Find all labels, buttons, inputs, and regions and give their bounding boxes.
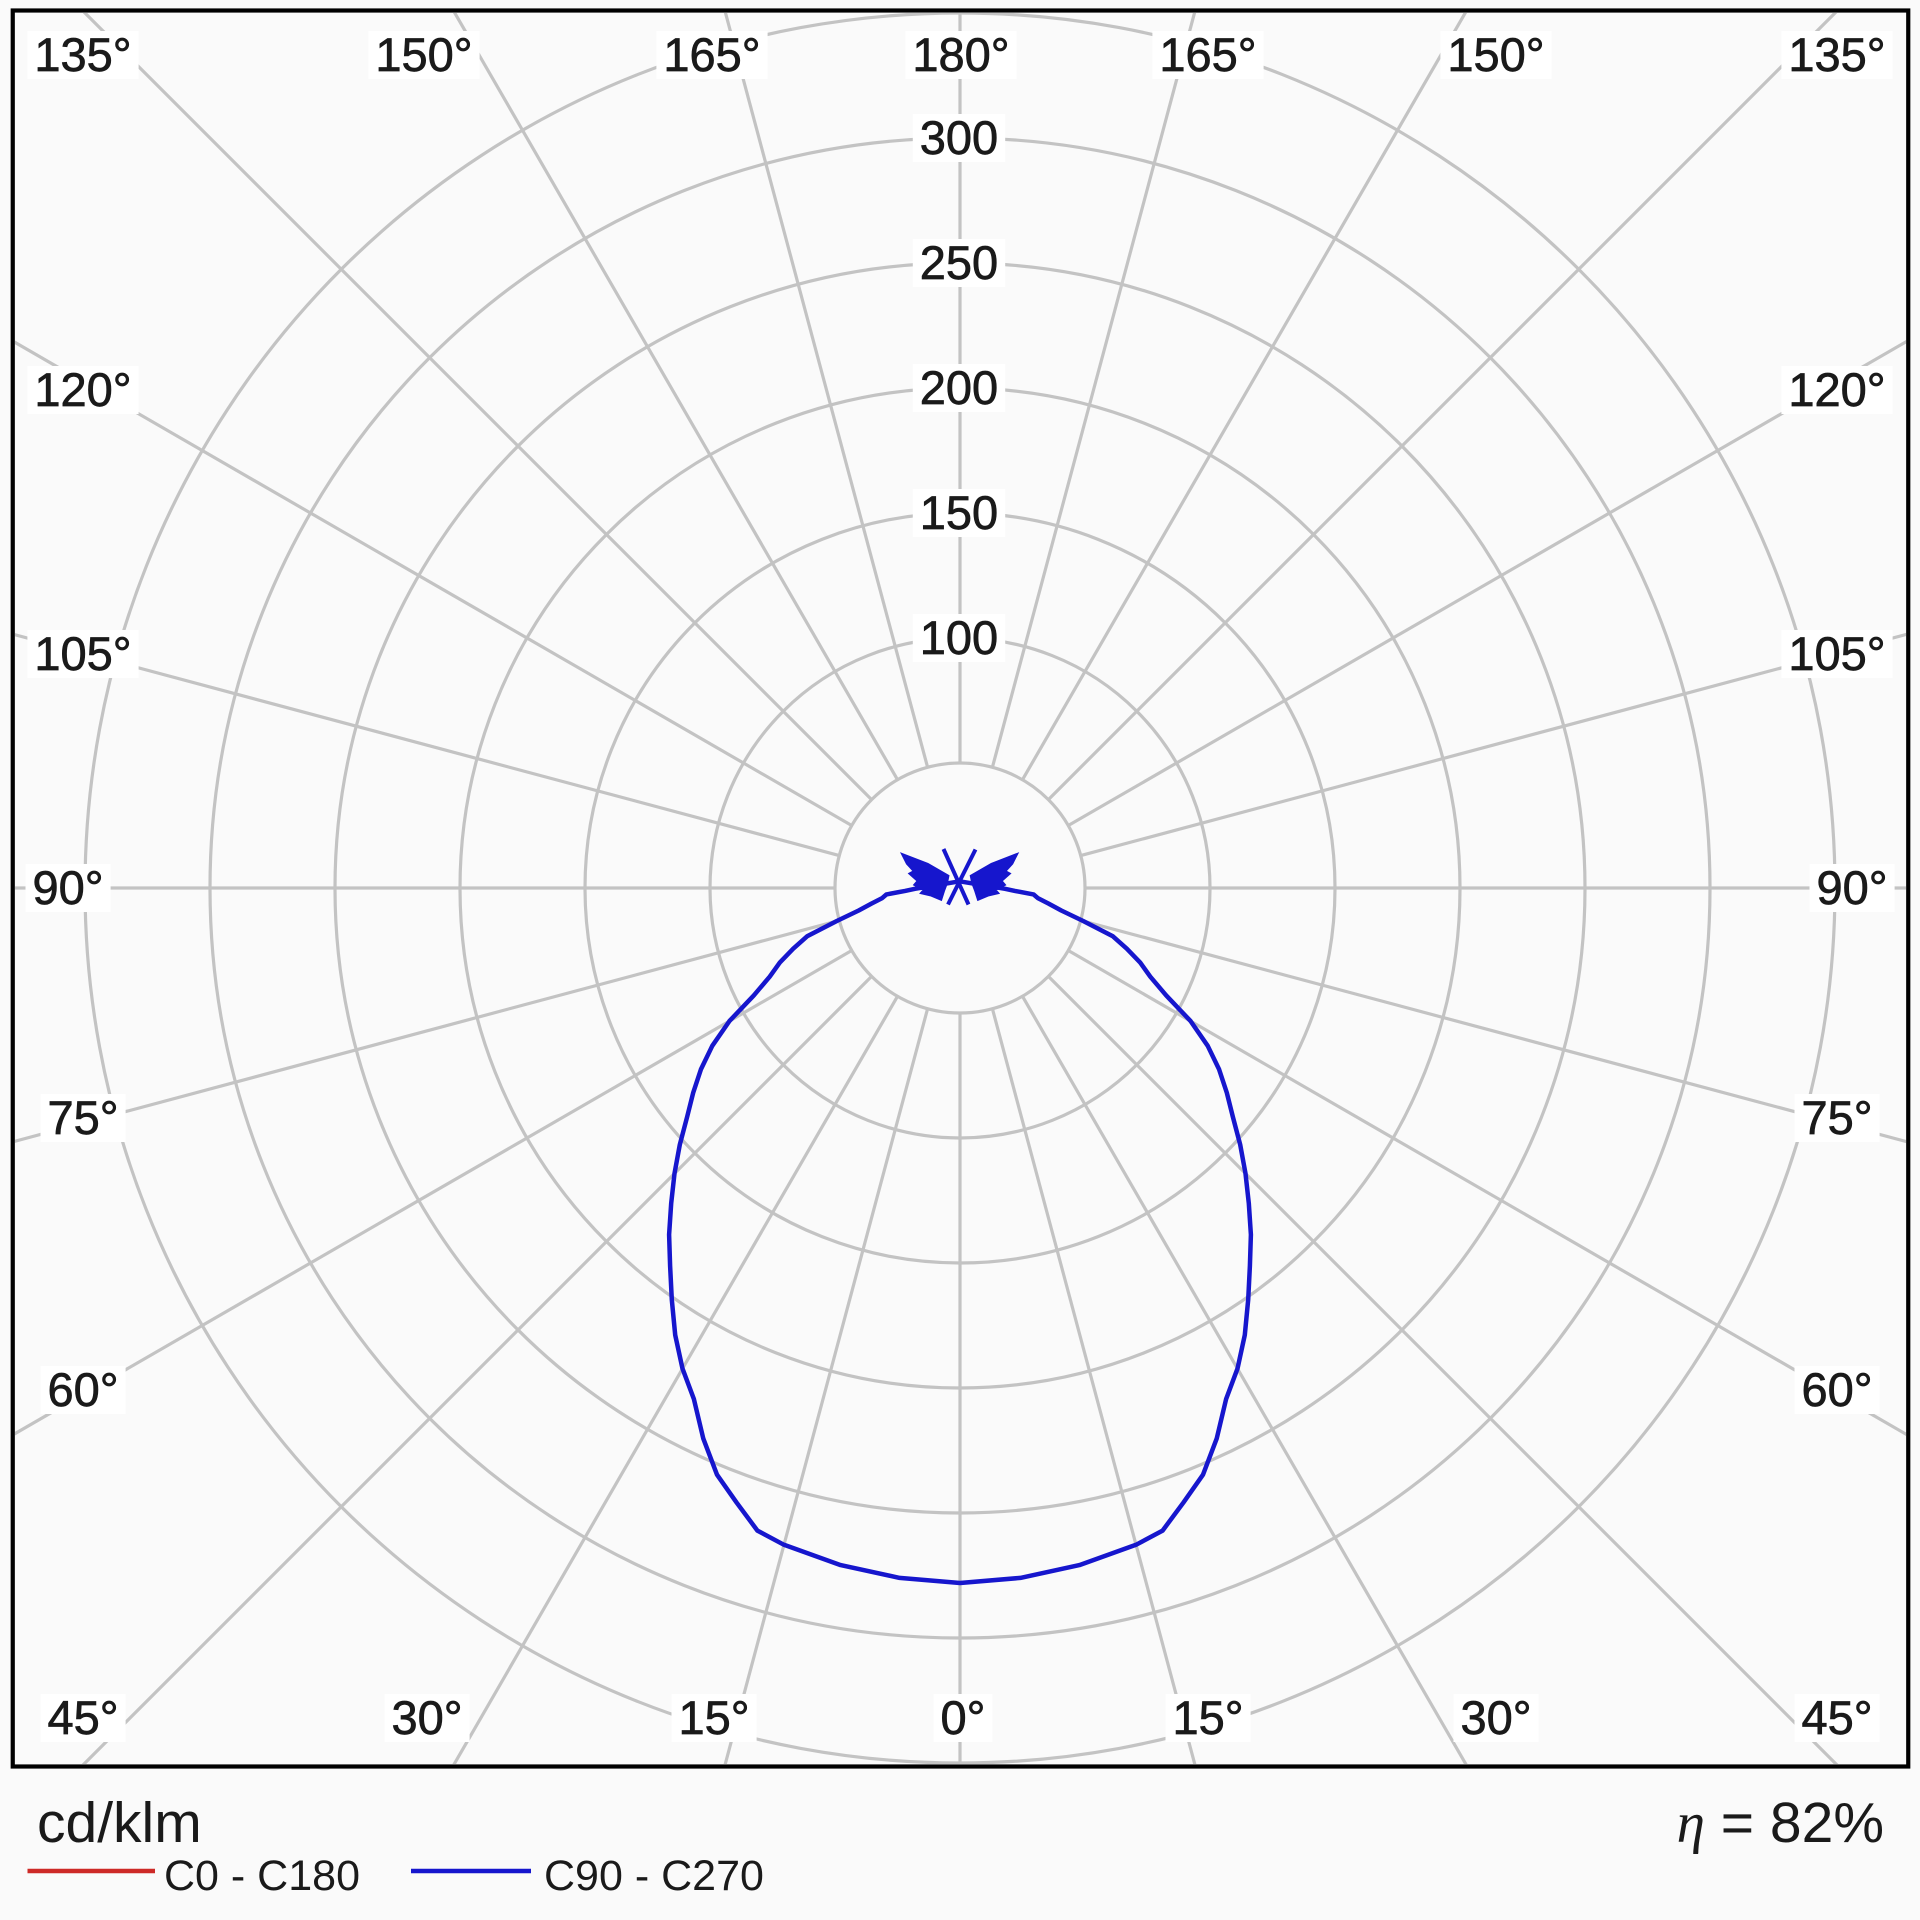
svg-text:C90 - C270: C90 - C270 — [544, 1852, 764, 1900]
svg-text:45°: 45° — [1801, 1691, 1872, 1744]
svg-text:cd/klm: cd/klm — [37, 1791, 202, 1855]
svg-text:180°: 180° — [912, 28, 1009, 81]
svg-text:60°: 60° — [47, 1363, 118, 1416]
svg-text:135°: 135° — [34, 28, 131, 81]
svg-text:105°: 105° — [34, 627, 131, 680]
svg-text:45°: 45° — [47, 1691, 118, 1744]
svg-text:C0 - C180: C0 - C180 — [164, 1852, 360, 1900]
svg-text:105°: 105° — [1788, 627, 1885, 680]
svg-text:60°: 60° — [1801, 1363, 1872, 1416]
svg-text:200: 200 — [920, 361, 998, 414]
svg-text:150°: 150° — [1447, 28, 1544, 81]
svg-text:300: 300 — [920, 111, 998, 164]
svg-text:165°: 165° — [663, 28, 760, 81]
svg-text:250: 250 — [920, 236, 998, 289]
svg-text:90°: 90° — [1816, 861, 1887, 914]
svg-text:135°: 135° — [1788, 28, 1885, 81]
svg-text:165°: 165° — [1159, 28, 1256, 81]
svg-text:120°: 120° — [1788, 363, 1885, 416]
svg-text:η = 82%: η = 82% — [1677, 1791, 1884, 1855]
svg-text:150°: 150° — [375, 28, 472, 81]
svg-text:30°: 30° — [1460, 1691, 1531, 1744]
svg-text:0°: 0° — [941, 1691, 986, 1744]
svg-text:100: 100 — [920, 611, 998, 664]
svg-text:90°: 90° — [32, 861, 103, 914]
svg-text:150: 150 — [920, 486, 998, 539]
svg-text:30°: 30° — [391, 1691, 462, 1744]
svg-text:120°: 120° — [34, 363, 131, 416]
svg-text:75°: 75° — [1801, 1091, 1872, 1144]
svg-text:15°: 15° — [1172, 1691, 1243, 1744]
svg-text:15°: 15° — [678, 1691, 749, 1744]
svg-text:75°: 75° — [47, 1091, 118, 1144]
